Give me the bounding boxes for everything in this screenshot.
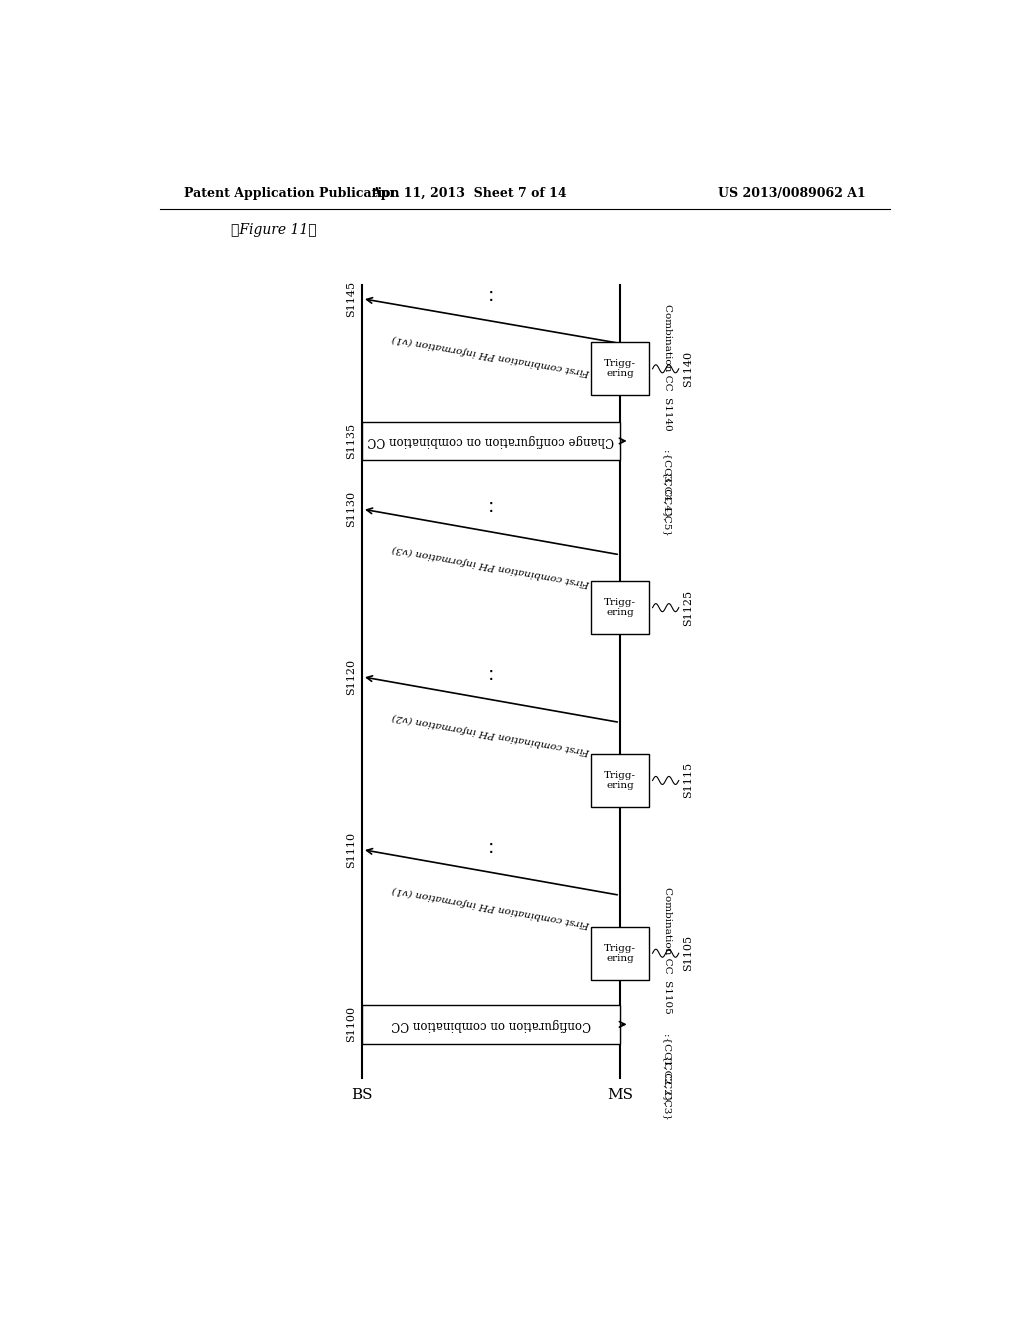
Text: S1130: S1130: [346, 491, 355, 527]
Text: :: :: [487, 498, 495, 516]
Text: Combination CC  S1105: Combination CC S1105: [664, 887, 672, 1014]
FancyBboxPatch shape: [592, 927, 648, 979]
FancyBboxPatch shape: [592, 581, 648, 634]
Text: Trigg-
ering: Trigg- ering: [604, 359, 636, 379]
Text: S1105: S1105: [683, 935, 692, 972]
Text: Change configuration on combination CC: Change configuration on combination CC: [368, 434, 614, 447]
FancyBboxPatch shape: [592, 342, 648, 395]
Text: :{CC1, CC2},: :{CC1, CC2},: [664, 1032, 672, 1104]
Text: S1125: S1125: [683, 590, 692, 626]
Text: S1110: S1110: [346, 832, 355, 867]
Text: Combination CC  S1140: Combination CC S1140: [664, 304, 672, 430]
Text: {CC4, CC5}: {CC4, CC5}: [664, 471, 672, 536]
Text: First combination PH information (v3): First combination PH information (v3): [391, 544, 591, 589]
Text: S1145: S1145: [346, 281, 355, 317]
Text: Trigg-
ering: Trigg- ering: [604, 771, 636, 791]
Text: First combination PH information (v1): First combination PH information (v1): [391, 884, 591, 929]
Text: Apr. 11, 2013  Sheet 7 of 14: Apr. 11, 2013 Sheet 7 of 14: [372, 187, 567, 201]
Text: :{CC3, CC4},: :{CC3, CC4},: [664, 449, 672, 520]
FancyBboxPatch shape: [362, 421, 620, 461]
Text: S1120: S1120: [346, 659, 355, 694]
Text: BS: BS: [351, 1089, 373, 1102]
Text: Configuration on combination CC: Configuration on combination CC: [391, 1018, 591, 1031]
Text: 【Figure 11】: 【Figure 11】: [231, 223, 316, 236]
FancyBboxPatch shape: [592, 754, 648, 807]
Text: :: :: [487, 665, 495, 684]
Text: :: :: [487, 286, 495, 305]
Text: S1115: S1115: [683, 763, 692, 799]
FancyBboxPatch shape: [362, 1005, 620, 1044]
Text: S1135: S1135: [346, 422, 355, 459]
Text: S1140: S1140: [683, 351, 692, 387]
Text: Trigg-
ering: Trigg- ering: [604, 944, 636, 962]
Text: S1100: S1100: [346, 1006, 355, 1043]
Text: Patent Application Publication: Patent Application Publication: [183, 187, 399, 201]
Text: Trigg-
ering: Trigg- ering: [604, 598, 636, 618]
Text: MS: MS: [607, 1089, 633, 1102]
Text: First combination PH information (v1): First combination PH information (v1): [391, 333, 591, 376]
Text: :: :: [487, 837, 495, 857]
Text: US 2013/0089062 A1: US 2013/0089062 A1: [718, 187, 866, 201]
Text: {CC2, CC3}: {CC2, CC3}: [664, 1055, 672, 1119]
Text: First combination PH information (v2): First combination PH information (v2): [391, 711, 591, 756]
